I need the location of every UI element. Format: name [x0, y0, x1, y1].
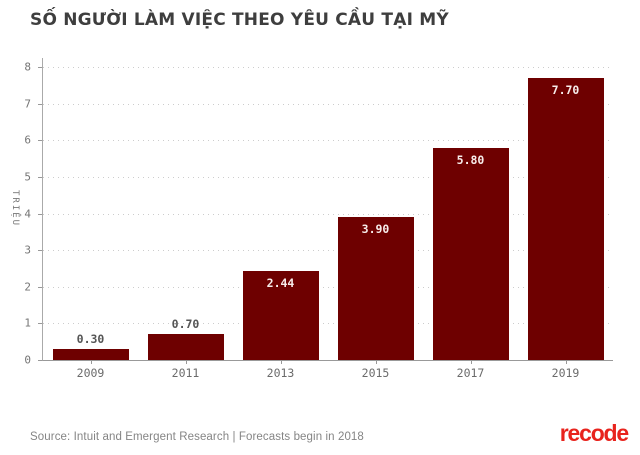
- bar-value-label: 2.44: [266, 276, 295, 290]
- y-axis-tick: [38, 103, 42, 105]
- y-axis-tick-label: 3: [24, 243, 31, 257]
- y-axis-tick: [38, 213, 42, 215]
- y-axis-tick-label: 4: [24, 207, 31, 220]
- y-axis-tick: [38, 286, 42, 288]
- y-axis-tick: [38, 323, 42, 325]
- bar-2015: 3.90: [337, 217, 414, 360]
- gridline: [43, 67, 613, 68]
- bar-2011: 0.70: [147, 318, 224, 360]
- gridline: [43, 250, 613, 252]
- bar-value-label: 7.70: [551, 83, 580, 97]
- x-axis-tick: [280, 360, 282, 364]
- y-axis-tick: [38, 250, 42, 252]
- x-axis-tick: [375, 360, 377, 364]
- x-axis-tick: [185, 360, 187, 364]
- x-axis-tick-label: 2009: [76, 366, 105, 380]
- bar-2013: 2.44: [242, 271, 319, 360]
- x-axis-tick-label: 2015: [361, 366, 390, 380]
- gridline: [43, 140, 613, 142]
- y-axis-tick-label: 1: [24, 316, 31, 330]
- y-axis-tick: [38, 176, 42, 178]
- x-axis-tick-label: 2013: [266, 366, 295, 380]
- y-axis-tick-label: 5: [24, 170, 31, 184]
- y-axis-tick-label: 8: [24, 60, 31, 74]
- gridline: [43, 323, 613, 325]
- bar-2009: 0.30: [52, 333, 129, 360]
- x-axis-tick-label: 2017: [456, 366, 485, 380]
- y-axis-tick-label: 2: [24, 280, 31, 294]
- y-axis-tick-label: 7: [24, 97, 31, 111]
- bar-2017: 5.80: [432, 148, 509, 360]
- plot-area: 0 1 2 3 4 5 6 7 8 0.30 2009 0.70 2011 2.44 2013 3.90 201…: [24, 58, 613, 379]
- y-axis-tick: [38, 67, 42, 68]
- y-axis-tick: [38, 140, 42, 142]
- x-axis-tick: [565, 360, 567, 364]
- y-axis-tick-label: 0: [24, 353, 31, 367]
- bar-value-label: 0.30: [76, 331, 105, 346]
- x-axis-tick: [470, 360, 472, 364]
- x-axis-tick: [90, 360, 92, 364]
- bar-2019: 7.70: [527, 78, 604, 360]
- gridline: [43, 103, 613, 105]
- chart-title: SỐ NGƯỜI LÀM VIỆC THEO YÊU CẦU TẠI MỸ: [30, 10, 449, 30]
- y-axis-title-wrap: TRIỆU: [8, 58, 22, 360]
- bar-value-label: 3.90: [361, 222, 390, 236]
- y-axis-title: TRIỆU: [10, 190, 20, 228]
- y-axis-tick: [38, 360, 42, 361]
- gridline: [43, 286, 613, 288]
- bar-value-label: 0.70: [171, 316, 200, 331]
- gridline: [43, 176, 613, 178]
- recode-logo: recode: [559, 420, 629, 446]
- y-axis-tick-label: 6: [24, 133, 31, 147]
- source-note: Source: Intuit and Emergent Research | F…: [30, 431, 364, 443]
- x-axis-tick-label: 2011: [171, 366, 200, 380]
- gridline: [43, 213, 613, 215]
- x-axis-tick-label: 2019: [551, 366, 580, 380]
- bar-value-label: 5.80: [456, 153, 485, 167]
